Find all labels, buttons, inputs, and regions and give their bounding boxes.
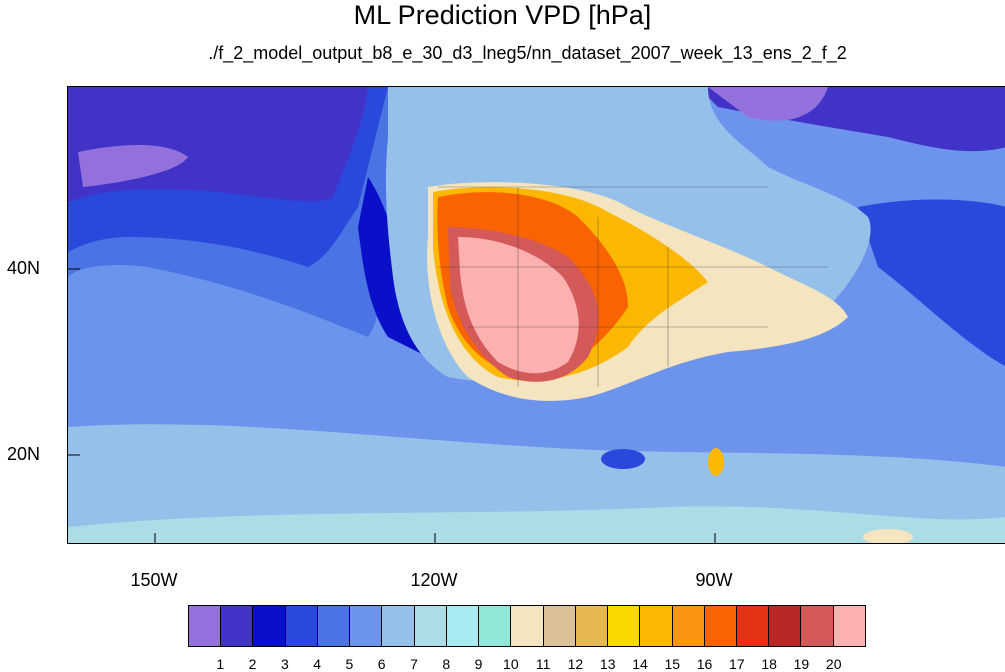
colorbar-tick-label: 18 [761, 656, 777, 672]
map-subtitle: ./f_2_model_output_b8_e_30_d3_lneg5/nn_d… [208, 43, 847, 63]
colorbar-tick-label: 20 [825, 656, 842, 672]
colorbar-swatch [801, 606, 834, 646]
colorbar-tick-label: 7 [410, 656, 418, 672]
southern-field-light [68, 506, 1005, 543]
colorbar-tick-label: 16 [696, 656, 713, 672]
colorbar-swatch [382, 606, 415, 646]
lon-label-90w: 90W [695, 570, 733, 590]
colorbar-swatch [253, 606, 286, 646]
colorbar-tick-label: 5 [345, 656, 354, 672]
lon-label-120w: 120W [410, 570, 458, 590]
colorbar-swatch [285, 606, 318, 646]
colorbar-tick-label: 15 [664, 656, 681, 672]
colorbar [188, 605, 866, 647]
colorbar-tick-label: 17 [729, 656, 745, 672]
colorbar-swatch [350, 606, 383, 646]
colorbar-swatch [608, 606, 641, 646]
colorbar-tick-label: 13 [599, 656, 616, 672]
colorbar-tick-label: 14 [632, 656, 648, 672]
tropical-cell-3 [863, 529, 913, 543]
colorbar-tick-label: 2 [248, 656, 257, 672]
north-pacific-core [68, 87, 368, 202]
colorbar-swatch [414, 606, 447, 646]
colorbar-swatch [704, 606, 737, 646]
colorbar-swatch [640, 606, 673, 646]
colorbar-swatch [511, 606, 544, 646]
colorbar-tick-label: 11 [535, 656, 551, 672]
colorbar-tick-label: 6 [377, 656, 386, 672]
tropical-cell-1 [601, 449, 645, 469]
colorbar-swatch [769, 606, 802, 646]
colorbar-tick-label: 1 [216, 656, 225, 672]
colorbar-swatch [736, 606, 770, 646]
map-title: ML Prediction VPD [hPa] [353, 0, 652, 30]
warm-field-20 [458, 237, 579, 374]
colorbar-tick-label: 10 [503, 656, 519, 672]
lat-label-40n: 40N [6, 258, 40, 278]
colorbar-swatch [479, 606, 512, 646]
colorbar-tick-label: 9 [474, 656, 483, 672]
colorbar-swatch [446, 606, 480, 646]
colorbar-swatch [317, 606, 351, 646]
lat-label-20n: 20N [6, 444, 40, 464]
tropical-cell-2 [708, 448, 724, 476]
colorbar-tick-label: 12 [567, 656, 584, 672]
colorbar-tick-label: 4 [313, 656, 322, 672]
colorbar-swatch [221, 606, 254, 646]
vpd-map [67, 86, 1005, 544]
state-boundaries [438, 186, 828, 387]
atlantic-field [858, 199, 1005, 366]
canada-max-cell [708, 87, 828, 121]
vpd-map-canvas [68, 87, 1005, 543]
colorbar-tick-label: 3 [280, 656, 289, 672]
colorbar-swatch [575, 606, 609, 646]
colorbar-swatch [672, 606, 705, 646]
colorbar-tick-label: 19 [793, 656, 810, 672]
lon-label-150w: 150W [130, 570, 178, 590]
colorbar-swatch [189, 606, 222, 646]
colorbar-tick-label: 8 [442, 656, 451, 672]
colorbar-swatch [833, 606, 865, 646]
colorbar-swatch [543, 606, 576, 646]
pacific-max-cell [78, 145, 188, 187]
